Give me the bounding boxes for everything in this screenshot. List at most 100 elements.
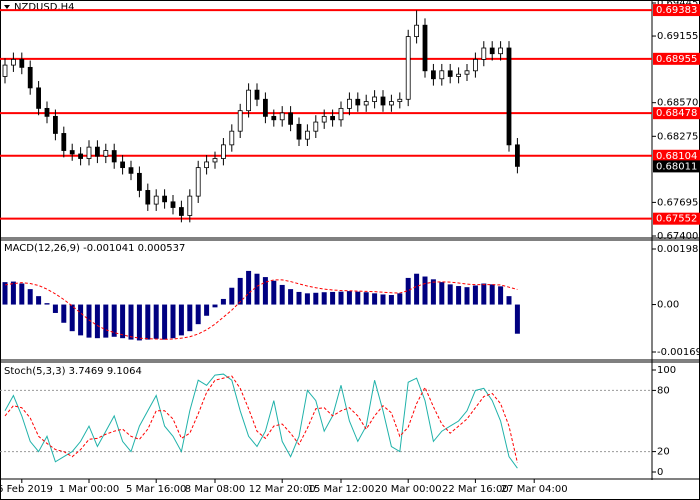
candle-body (69, 150, 75, 155)
y-tick-label: 0.00 (657, 300, 679, 311)
macd-bar (288, 289, 294, 305)
stoch-line (4, 373, 518, 469)
candle-body (472, 58, 478, 72)
macd-bar (506, 296, 512, 305)
macd-bar (388, 295, 394, 305)
macd-bar (52, 304, 58, 313)
macd-bar (330, 291, 336, 305)
macd-bar (456, 286, 462, 305)
y-tick-label: 0 (657, 467, 663, 478)
candle-body (95, 146, 100, 157)
candle-body (195, 167, 201, 197)
candle-body (53, 115, 58, 134)
level-label: 0.67552 (656, 214, 697, 225)
level-label: 0.68478 (656, 108, 697, 119)
candle-body (271, 115, 277, 121)
y-tick-label: 0.67400 (657, 231, 698, 242)
candle-body (489, 47, 495, 55)
candle-body (44, 107, 50, 117)
candle-body (506, 47, 512, 146)
candle-body (380, 96, 386, 106)
candle-body (153, 195, 159, 205)
candle-body (414, 24, 420, 38)
y-tick-label: 0.67695 (657, 197, 698, 208)
macd-bar (422, 276, 428, 305)
macd-bar (44, 303, 50, 305)
candle-body (422, 24, 428, 72)
level-label-box (653, 4, 700, 17)
macd-bar (136, 304, 142, 341)
macd-bar (472, 285, 478, 305)
candle-body (86, 146, 92, 159)
candle-body (128, 167, 134, 174)
macd-bar (170, 304, 176, 339)
candle-body (397, 98, 403, 102)
macd-bar (447, 284, 453, 305)
macd-bar (153, 304, 159, 339)
x-tick-label: 15 Mar 12:00 (308, 484, 375, 495)
y-tick-label: 0.001982 (657, 244, 700, 255)
x-tick-label: 26 Feb 2019 (0, 484, 53, 495)
level-label-box (653, 52, 700, 65)
x-tick-label: 1 Mar 00:00 (59, 484, 119, 495)
macd-bar (162, 304, 168, 340)
macd-bar (481, 283, 487, 305)
candle-body (288, 112, 294, 125)
macd-bar (27, 289, 33, 305)
macd-bar (2, 282, 8, 305)
macd-bar (380, 294, 386, 305)
candle-body (10, 58, 16, 66)
candle-body (456, 73, 462, 77)
macd-bar (19, 283, 25, 305)
macd-bar (86, 304, 92, 338)
macd-bar (464, 287, 470, 305)
macd-bar (414, 273, 420, 305)
candle-body (145, 190, 151, 205)
candle-body (330, 115, 336, 121)
macd-bar (346, 291, 352, 305)
candle-body (481, 47, 487, 60)
candle-body (229, 130, 235, 146)
macd-bar (178, 304, 184, 336)
macd-bar (254, 273, 260, 305)
stoch-line (4, 375, 518, 463)
y-tick-label: 80 (657, 385, 670, 396)
level-label: 0.68104 (656, 151, 697, 162)
macd-bar (69, 304, 75, 332)
symbol-title: NZDUSD,H4 (14, 2, 74, 13)
macd-bar (111, 304, 117, 337)
candle-body (246, 89, 252, 112)
macd-bar (489, 284, 495, 305)
candle-body (405, 36, 411, 100)
candle-body (372, 96, 378, 102)
x-tick-label: 5 Mar 16:00 (126, 484, 186, 495)
x-tick-label: 12 Mar 20:00 (249, 484, 316, 495)
macd-bar (237, 277, 243, 305)
macd-bar (304, 293, 310, 305)
macd-bar (321, 292, 327, 305)
candle-body (346, 98, 352, 109)
candle-body (120, 161, 125, 169)
candle-body (515, 144, 520, 167)
candle-body (204, 161, 210, 169)
macd-bar (296, 291, 302, 305)
macd-bar (372, 293, 378, 305)
macd-bar (120, 304, 126, 339)
macd-bar (94, 304, 100, 339)
macd-bar (229, 287, 235, 305)
menu-icon (4, 5, 10, 9)
macd-bar (363, 292, 369, 305)
candle-body (27, 66, 33, 89)
macd-bar (246, 270, 252, 305)
macd-bar (498, 286, 504, 305)
macd-title: MACD(12,26,9) -0.001041 0.000537 (4, 243, 185, 254)
macd-bar (338, 291, 344, 305)
candle-body (220, 144, 226, 159)
candle-body (363, 101, 369, 106)
macd-bar (187, 304, 193, 332)
y-tick-label: 0.68570 (657, 98, 698, 109)
candle-body (103, 150, 109, 157)
macd-bar (212, 304, 218, 308)
y-tick-label: 0.69155 (657, 31, 698, 42)
